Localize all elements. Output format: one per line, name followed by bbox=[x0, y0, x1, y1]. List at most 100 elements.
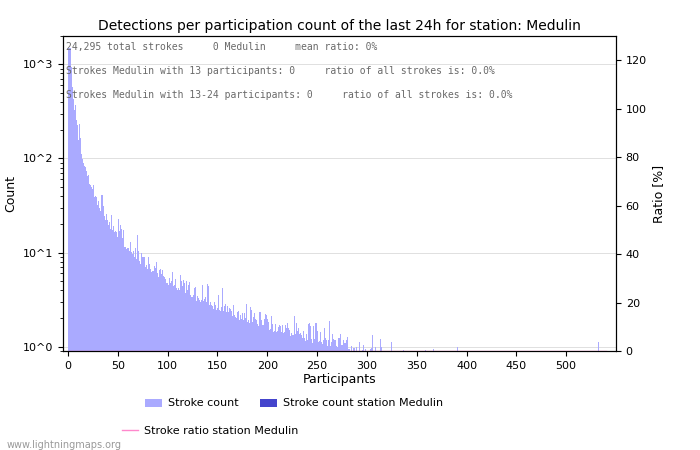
Bar bbox=[272, 324, 273, 450]
Bar bbox=[133, 251, 134, 450]
Bar bbox=[169, 278, 170, 450]
Bar bbox=[93, 185, 95, 450]
Bar bbox=[593, 375, 594, 450]
Text: 24,295 total strokes     0 Medulin     mean ratio: 0%: 24,295 total strokes 0 Medulin mean rati… bbox=[66, 42, 377, 52]
Bar bbox=[90, 185, 92, 450]
Bar bbox=[132, 253, 133, 450]
Bar bbox=[311, 339, 312, 450]
Bar bbox=[441, 370, 442, 450]
Bar bbox=[515, 375, 516, 450]
Bar bbox=[234, 315, 235, 450]
Bar bbox=[130, 242, 132, 450]
Bar bbox=[551, 375, 552, 450]
Stroke ratio station Medulin bbox=[473, 348, 482, 354]
Bar bbox=[454, 371, 455, 450]
Bar bbox=[344, 343, 346, 450]
Bar bbox=[241, 319, 242, 450]
Bar bbox=[198, 298, 199, 450]
Bar bbox=[137, 235, 138, 450]
Bar bbox=[603, 375, 605, 450]
Bar bbox=[196, 301, 197, 450]
Bar bbox=[494, 363, 495, 450]
Bar bbox=[353, 353, 354, 450]
Bar bbox=[407, 360, 408, 450]
Bar bbox=[190, 295, 191, 450]
Bar bbox=[244, 313, 245, 450]
Bar bbox=[521, 375, 522, 450]
Bar bbox=[269, 329, 270, 450]
Bar bbox=[436, 369, 437, 450]
Bar bbox=[481, 369, 482, 450]
Bar bbox=[279, 325, 280, 450]
Bar bbox=[497, 375, 498, 450]
Bar bbox=[188, 285, 189, 450]
Bar bbox=[167, 284, 168, 450]
Bar bbox=[554, 364, 556, 450]
Bar bbox=[125, 247, 126, 450]
Bar bbox=[479, 357, 480, 450]
Bar bbox=[219, 310, 220, 450]
Bar bbox=[222, 288, 223, 450]
Bar bbox=[165, 279, 166, 450]
Bar bbox=[166, 284, 167, 450]
Bar bbox=[128, 248, 130, 450]
Bar bbox=[575, 375, 577, 450]
Bar bbox=[453, 370, 454, 450]
Bar bbox=[368, 351, 370, 450]
Bar bbox=[488, 367, 489, 450]
Bar bbox=[547, 375, 549, 450]
Bar bbox=[349, 349, 351, 450]
Bar bbox=[556, 369, 557, 450]
Bar bbox=[522, 375, 523, 450]
Bar bbox=[102, 194, 104, 450]
Bar bbox=[270, 329, 271, 450]
Bar bbox=[389, 353, 391, 450]
Bar bbox=[216, 310, 217, 450]
Bar bbox=[559, 375, 560, 450]
Bar bbox=[138, 252, 139, 450]
Bar bbox=[360, 351, 361, 450]
Bar bbox=[286, 328, 287, 450]
Bar bbox=[366, 356, 368, 450]
Bar bbox=[339, 338, 340, 450]
Bar bbox=[382, 351, 384, 450]
Bar bbox=[213, 309, 214, 450]
Bar bbox=[100, 211, 102, 450]
Bar bbox=[295, 324, 297, 450]
Bar bbox=[354, 347, 356, 450]
Bar bbox=[221, 307, 222, 450]
Bar bbox=[465, 365, 466, 450]
Bar bbox=[502, 371, 503, 450]
Bar bbox=[549, 375, 550, 450]
Bar bbox=[600, 375, 601, 450]
Bar bbox=[437, 369, 438, 450]
Bar bbox=[284, 332, 285, 450]
Bar bbox=[94, 197, 95, 450]
Bar bbox=[570, 375, 572, 450]
Bar bbox=[80, 139, 81, 450]
Bar bbox=[598, 351, 600, 450]
Bar bbox=[372, 335, 373, 450]
Bar bbox=[591, 374, 592, 450]
Bar bbox=[415, 362, 416, 450]
Stroke ratio station Medulin bbox=[602, 348, 610, 354]
Bar bbox=[399, 363, 400, 450]
Bar bbox=[243, 320, 244, 450]
Bar bbox=[485, 369, 486, 450]
Bar bbox=[195, 287, 196, 450]
Bar bbox=[242, 313, 243, 450]
Bar bbox=[320, 332, 321, 450]
Bar bbox=[531, 360, 532, 450]
Bar bbox=[292, 335, 293, 450]
Bar bbox=[386, 358, 387, 450]
Bar bbox=[158, 277, 159, 450]
Bar bbox=[346, 340, 347, 450]
Bar bbox=[194, 288, 195, 450]
Bar bbox=[226, 312, 227, 450]
Bar bbox=[321, 344, 323, 450]
Bar bbox=[163, 276, 164, 450]
Bar bbox=[281, 325, 283, 450]
Bar bbox=[594, 375, 596, 450]
Bar bbox=[238, 311, 239, 450]
Bar bbox=[489, 375, 490, 450]
